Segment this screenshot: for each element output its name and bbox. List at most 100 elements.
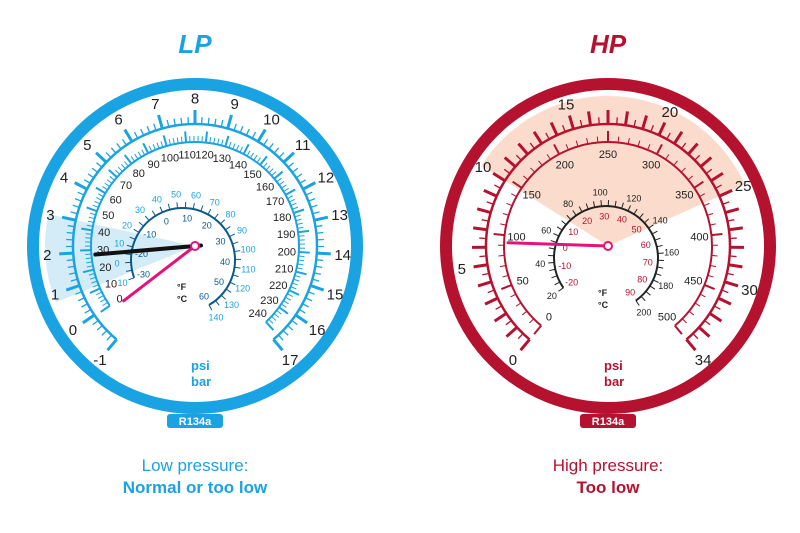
lp-gauge-psi-label: 200 <box>278 246 296 258</box>
lp-gauge-psi-tick <box>142 142 150 154</box>
lp-gauge-temp-f-label: 0 <box>115 258 120 268</box>
lp-gauge-bar-label: -1 <box>93 352 106 369</box>
lp-gauge-bar-tick <box>95 151 108 164</box>
lp-gauge-bar-label: 10 <box>263 112 280 129</box>
lp-gauge-temp-c-label: 60 <box>199 292 209 302</box>
hp-gauge-temp-c-unit: °C <box>598 300 609 310</box>
hp-gauge-psi-label: 300 <box>642 160 660 172</box>
lp-gauge-bar-tick <box>309 284 325 292</box>
lp-gauge-psi-label: 20 <box>99 262 111 274</box>
lp-gauge-psi-unit: psi <box>191 358 210 373</box>
hp-gauge-temp-f-label: 60 <box>541 225 551 235</box>
lp-gauge-temp-f-label: 70 <box>210 197 220 207</box>
hp-gauge-bar-tick <box>484 296 499 306</box>
lp-gauge-psi-tick <box>278 306 289 315</box>
lp-gauge-psi-label: 140 <box>229 160 247 172</box>
hp-gauge-bar-label: 10 <box>475 159 492 176</box>
hp-gauge-psi-label: 350 <box>675 190 693 202</box>
lp-gauge-bar-unit: bar <box>191 374 211 389</box>
hp-gauge-temp-tick <box>635 300 640 306</box>
hp-gauge-bar-tick <box>473 263 488 269</box>
hp-gauge-temp-c-label: 20 <box>582 216 592 226</box>
hp-gauge-bar-label: 0 <box>509 352 517 369</box>
hp-gauge-bar-tick <box>505 326 519 338</box>
hp-gauge-bar-tick <box>503 156 517 168</box>
lp-gauge-temp-f-label: 80 <box>225 209 235 219</box>
hp-gauge-psi-label: 250 <box>599 149 617 161</box>
hp-gauge-temp-tick <box>572 210 577 216</box>
hp-gauge-temp-c-label: 90 <box>625 288 635 298</box>
lp-gauge-bar-label: 17 <box>282 352 299 369</box>
hp-gauge-temp-c-label: 70 <box>643 258 653 268</box>
hp-gauge-bar-label: 20 <box>662 104 679 121</box>
lp-gauge-bar-tick <box>65 284 81 292</box>
lp-gauge-psi-tick <box>273 170 284 180</box>
lp-gauge-psi-tick <box>100 304 111 313</box>
hp-gauge-temp-f-label: 140 <box>653 215 668 225</box>
hp-gauge-psi-label: 100 <box>507 231 525 243</box>
lp-gauge-refrigerant-label: R134a <box>179 416 212 428</box>
hp-gauge-bar-tick <box>532 131 543 145</box>
hp-gauge-bar-tick <box>477 280 492 288</box>
lp-gauge-bar-tick <box>294 313 309 325</box>
hp-gauge-zone <box>481 96 745 246</box>
hp-gauge-bar-tick <box>493 312 508 323</box>
hp-gauge-temp-f-label: 20 <box>547 291 557 301</box>
lp-gauge-temp-f-label: 30 <box>135 205 145 215</box>
lp-gauge-bar-label: 4 <box>60 169 68 186</box>
hp-gauge-bar-tick <box>685 338 697 352</box>
lp-gauge-temp-c-label: -20 <box>135 249 148 259</box>
hp-gauge-temp-f-label: 200 <box>636 307 651 317</box>
lp-gauge-psi-tick <box>298 251 310 254</box>
lp-gauge-bar-label: 16 <box>309 322 326 339</box>
hp-gauge-bar-tick <box>708 312 723 323</box>
lp-gauge-temp-c-label: 10 <box>182 213 192 223</box>
hp-gauge-bar-tick <box>697 326 711 338</box>
lp-gauge-psi-label: 160 <box>256 181 274 193</box>
hp-gauge-refrigerant-tab <box>580 414 636 428</box>
hp-gauge-bar-tick <box>568 115 575 130</box>
lp-gauge-psi-label: 70 <box>120 180 132 192</box>
hp-gauge-bar-tick <box>687 142 699 156</box>
lp-gauge-temp-f-label: 10 <box>114 239 124 249</box>
lp-gauge-bar-tick <box>256 128 267 143</box>
lp-gauge-psi-tick <box>184 131 188 143</box>
lp-gauge-needle-black <box>93 243 203 257</box>
lp-gauge-bar-tick <box>61 215 77 222</box>
hp-gauge-bar-tick <box>717 296 732 306</box>
hp-gauge-temp-f-label: 120 <box>626 193 641 203</box>
lp-gauge-psi-tick <box>95 186 106 195</box>
lp-gauge-bar-label: 0 <box>69 322 77 339</box>
hp-gauge-bar-tick <box>728 226 743 232</box>
lp-gauge-bar-tick <box>157 114 164 129</box>
lp-gauge-temp-tick <box>128 277 135 281</box>
lp-gauge-bar-tick <box>313 215 329 222</box>
lp-gauge-bar-tick <box>282 151 295 164</box>
lp-gauge-psi-tick <box>102 186 108 191</box>
lp-gauge-psi-tick <box>288 289 300 296</box>
lp-gauge-bar-label: 14 <box>334 247 351 264</box>
lp-gauge-temp-f-label: 40 <box>152 195 162 205</box>
lp-caption-status: Normal or too low <box>122 478 268 497</box>
lp-gauge-temp-tick <box>208 304 213 311</box>
hp-gauge-psi-tick <box>500 284 512 291</box>
hp-gauge-psi-label: 500 <box>658 311 676 323</box>
lp-gauge-psi-label: 100 <box>161 153 179 165</box>
lp-gauge-psi-tick <box>285 188 296 196</box>
lp-gauge-temp-c-label: -10 <box>143 230 156 240</box>
lp-gauge-bar-tick <box>59 251 74 256</box>
hp-gauge-psi-unit: psi <box>604 358 623 373</box>
lp-gauge-zone <box>45 214 195 303</box>
hp-gauge-bar-label: 15 <box>558 97 575 114</box>
hp-gauge-temp-c-label: 50 <box>632 225 642 235</box>
lp-gauge-temp-f-label: 130 <box>224 300 239 310</box>
lp-gauge-temp-f-label: 120 <box>235 284 250 294</box>
lp-gauge-temp-c-unit: °C <box>177 294 188 304</box>
lp-gauge-psi-label: 180 <box>273 212 291 224</box>
lp-gauge-psi-tick <box>259 155 268 166</box>
lp-gauge-temp-f-unit: °F <box>177 282 187 292</box>
lp-gauge-temp-c-label: 50 <box>214 277 224 287</box>
hp-gauge-bar-tick <box>483 189 498 198</box>
